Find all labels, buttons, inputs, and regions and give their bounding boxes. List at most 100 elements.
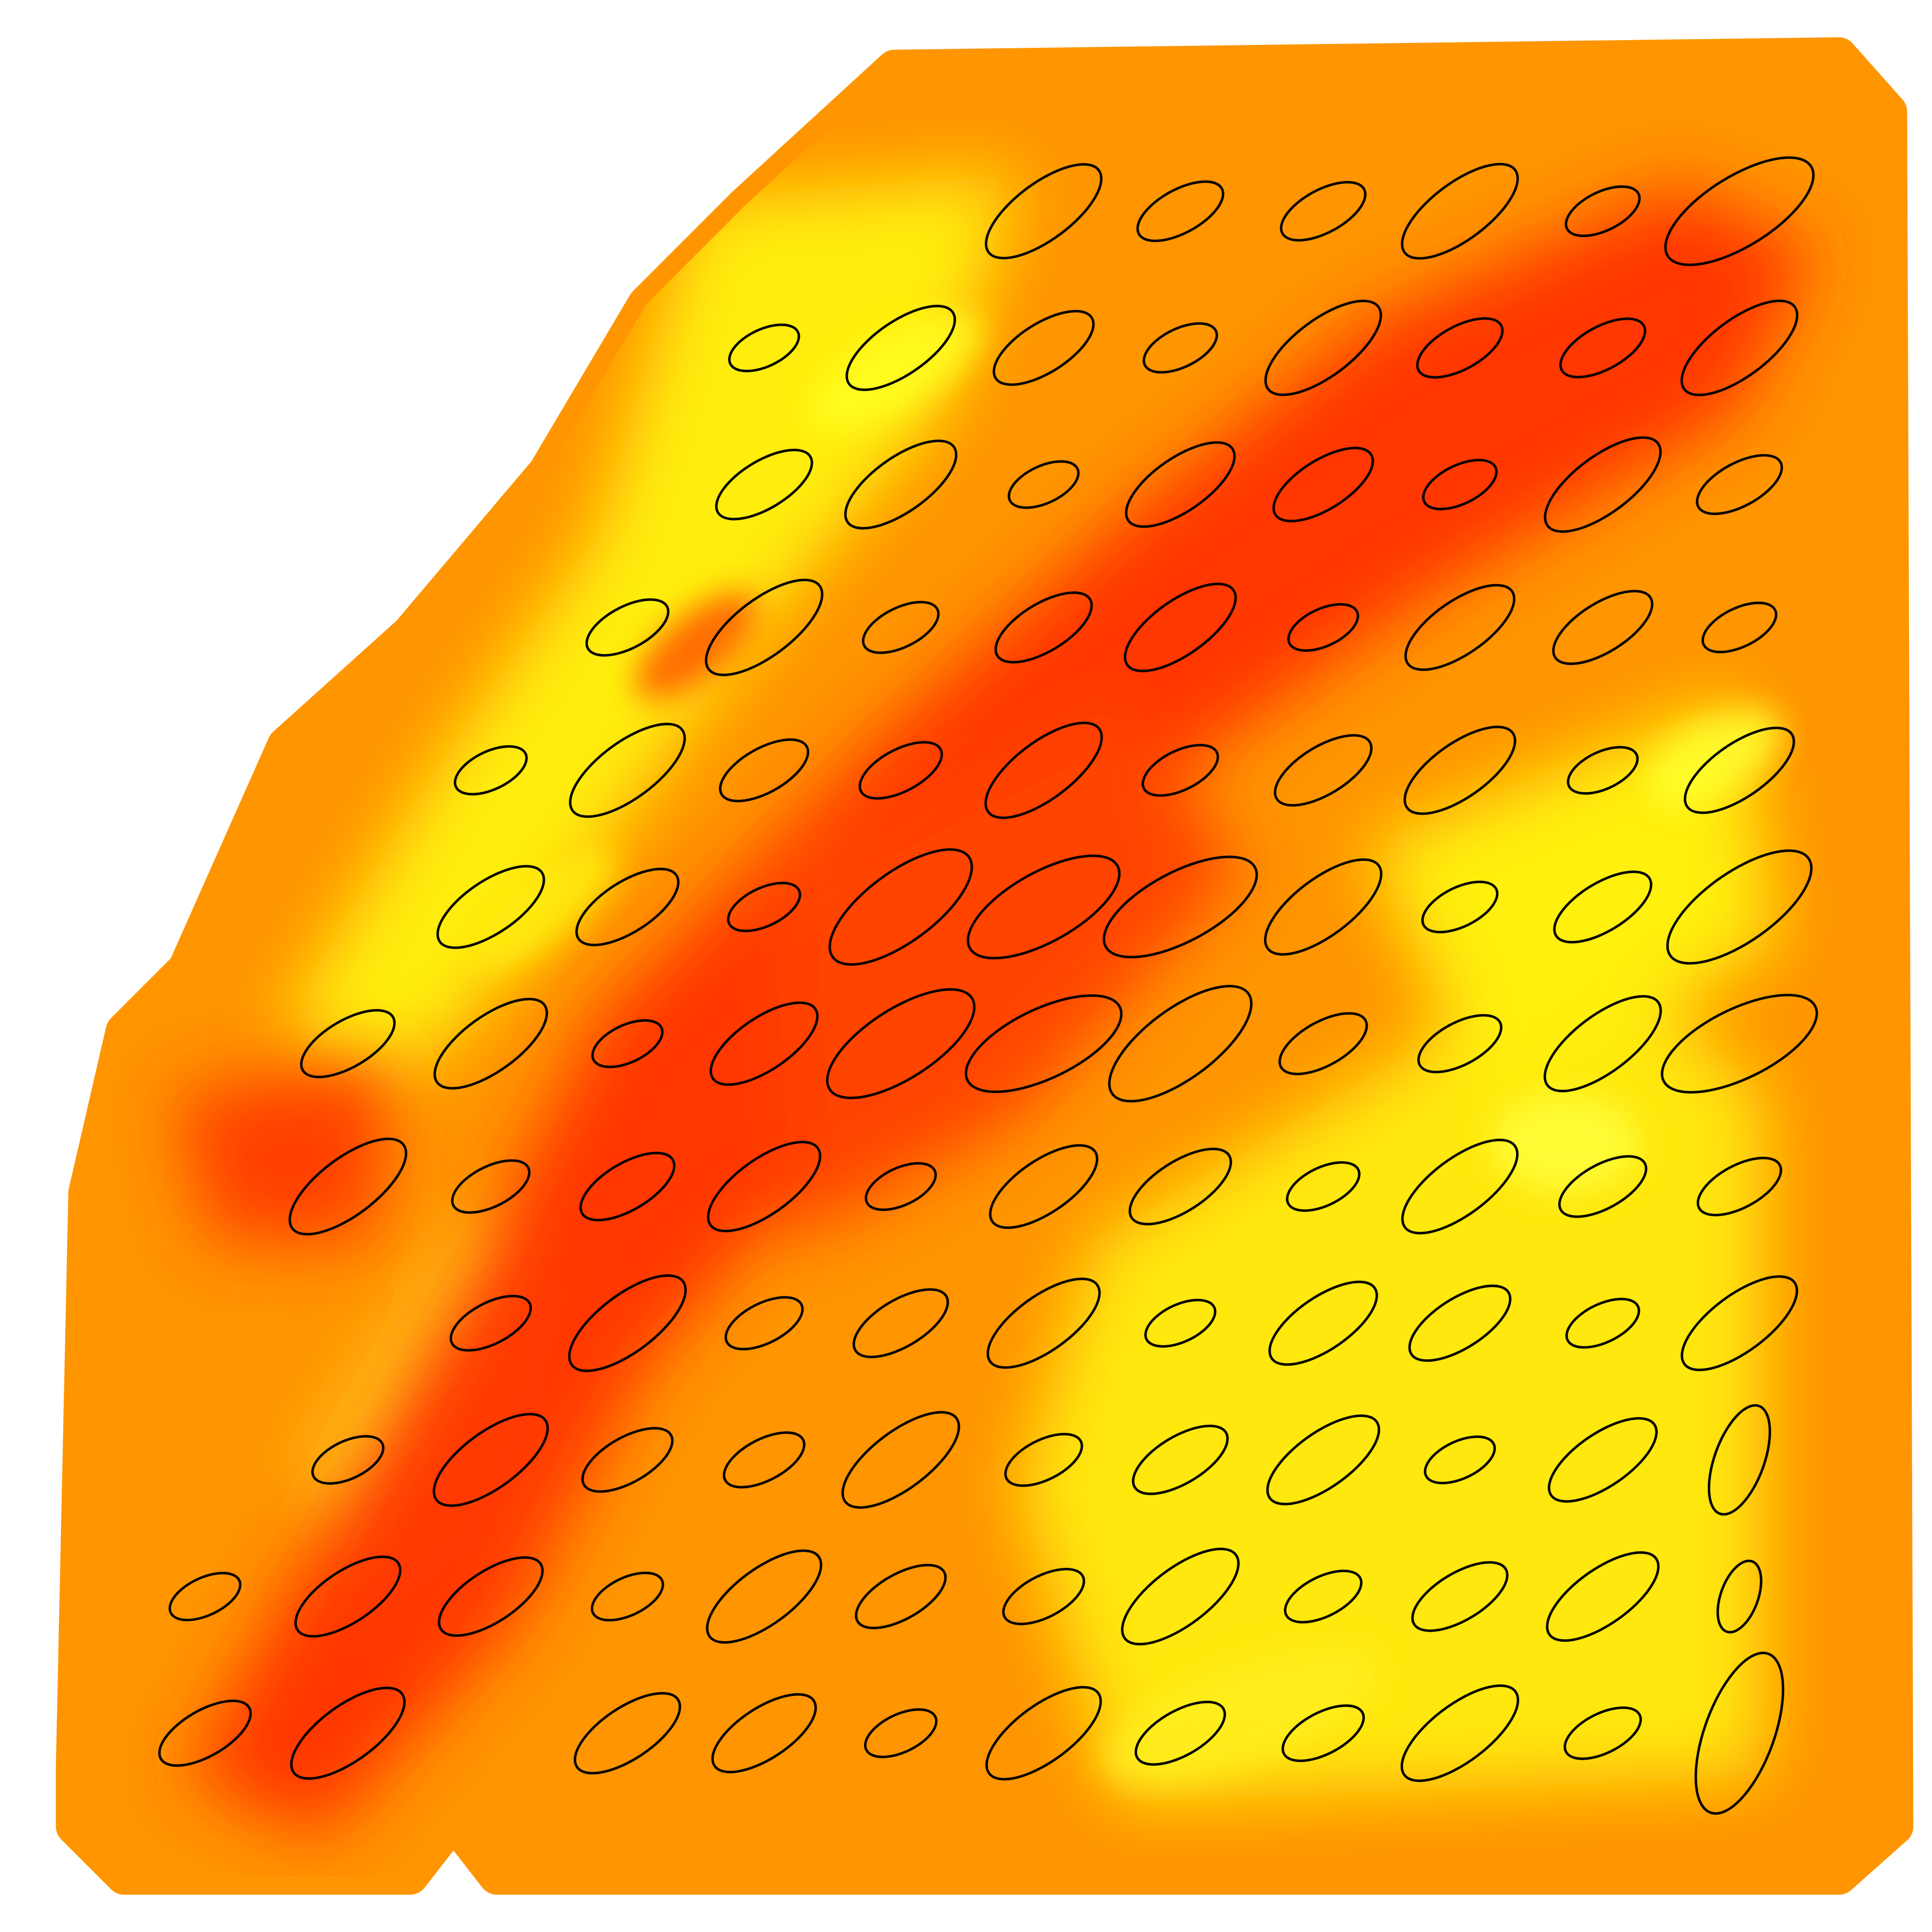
tensor-ellipse (451, 1159, 531, 1214)
tensor-ellipse (864, 1708, 938, 1759)
tensor-ellipse (1264, 299, 1382, 397)
tensor-ellipse (1422, 458, 1498, 511)
tensor-ellipse (1008, 460, 1080, 509)
tensor-ellipse (438, 1556, 544, 1637)
tensor-ellipse (1128, 1148, 1232, 1225)
tensor-ellipse (1278, 1012, 1368, 1076)
tensor-ellipse (1566, 746, 1639, 795)
heat-layer (174, 174, 1814, 1839)
tensor-ellipse (1284, 1569, 1363, 1624)
tensor-ellipse (993, 310, 1095, 386)
tensor-ellipse (1565, 1297, 1640, 1349)
tensor-ellipse (1102, 855, 1258, 959)
tensor-ellipse (1680, 1275, 1798, 1371)
tensor-ellipse (436, 865, 545, 949)
tensor-ellipse (1664, 156, 1815, 266)
tensor-ellipse (724, 1296, 804, 1350)
tensor-ellipse (828, 848, 973, 966)
tensor-ellipse (432, 1413, 549, 1507)
tensor-ellipse (1716, 1559, 1762, 1634)
tensor-ellipse (1400, 1684, 1520, 1782)
tensor-ellipse (1696, 1156, 1782, 1217)
tensor-ellipse (1558, 1155, 1648, 1218)
tensor-ellipse (985, 1686, 1102, 1781)
tensor-ellipse (1141, 744, 1219, 797)
tensor-ellipse (723, 1431, 806, 1489)
tensor-ellipse (1553, 870, 1653, 944)
tensor-ellipse (1544, 436, 1662, 533)
tensor-ellipse (158, 1699, 252, 1767)
tensor-ellipse (841, 1411, 960, 1509)
tensor-ellipse (1281, 1704, 1365, 1762)
tensor-ellipse (719, 738, 810, 803)
tensor-ellipse (1694, 1651, 1785, 1815)
tensor-ellipse (1401, 163, 1519, 260)
tensor-ellipse (591, 1019, 664, 1068)
tensor-ellipse (1411, 1561, 1509, 1632)
tensor-ellipse (1279, 181, 1367, 242)
tensor-ellipse (568, 1274, 687, 1372)
tensor-ellipse (1666, 849, 1813, 965)
tensor-ellipse (1144, 1298, 1217, 1348)
tensor-ellipse (1696, 454, 1783, 515)
tensor-ellipse (715, 449, 813, 521)
tensor-ellipse (1543, 995, 1662, 1093)
tensor-ellipse (1546, 1551, 1660, 1642)
tensor-ellipse (862, 601, 940, 654)
tensor-ellipse (1423, 1435, 1496, 1485)
tensor-ellipse (1552, 590, 1654, 665)
tensor-ellipse (568, 723, 686, 818)
tensor-ellipse (1401, 1138, 1519, 1235)
tensor-ellipse (865, 1162, 937, 1211)
tensor-ellipse (852, 1288, 949, 1359)
tensor-ellipse (1123, 582, 1237, 672)
tensor-ellipse (575, 867, 680, 947)
tensor-ellipse (1707, 1404, 1771, 1516)
tensor-ellipse (1564, 185, 1641, 237)
tensor-ellipse (1563, 1706, 1642, 1760)
tensor-ellipse (854, 1563, 947, 1630)
tensor-ellipse (454, 745, 528, 796)
tensor-ellipse (168, 1572, 242, 1621)
tensor-ellipse (1661, 994, 1818, 1094)
speckle-regions (477, 313, 1782, 1784)
tensor-ellipse (844, 440, 958, 530)
tensor-ellipse (858, 741, 943, 800)
tensor-ellipse (288, 1137, 408, 1236)
tensor-ellipse (1559, 317, 1647, 379)
tensor-ellipse (1421, 881, 1499, 934)
tensor-ellipse (581, 1427, 674, 1493)
tensor-ellipse (826, 988, 976, 1099)
tensor-ellipse (1264, 858, 1383, 956)
tensor-ellipse (1403, 725, 1517, 815)
tensor-ellipse (989, 1144, 1098, 1229)
tensor-ellipse (1125, 441, 1236, 528)
tensor-ellipse (706, 1549, 823, 1644)
tensor-ellipse (707, 1140, 822, 1233)
tensor-ellipse (1142, 322, 1218, 374)
tensor-ellipse (966, 854, 1121, 960)
tensor-ellipse (1416, 317, 1504, 379)
tensor-ellipse (591, 1571, 665, 1622)
tensor-ellipse (1417, 1014, 1503, 1074)
tensor-ellipse (1121, 1548, 1240, 1646)
tensor-ellipse (1548, 1417, 1658, 1503)
tensor-ellipse (1701, 601, 1777, 653)
tensor-ellipse (845, 304, 956, 391)
tensor-ellipse (710, 1001, 819, 1086)
tensor-ellipse (1684, 726, 1795, 814)
ellipse-glyphs (158, 156, 1818, 1815)
tensor-ellipse (1004, 1433, 1083, 1487)
tensor-ellipse (728, 323, 800, 372)
tensor-ellipse (311, 1435, 385, 1485)
tensor-ellipse (449, 1294, 532, 1352)
tensor-ellipse (1268, 1280, 1378, 1366)
tensor-ellipse (984, 163, 1103, 259)
tensor-ellipse (290, 1687, 406, 1780)
tensor-ellipse (1274, 734, 1373, 807)
tensor-ellipse (1136, 180, 1224, 242)
tensor-ellipse (1108, 985, 1253, 1103)
tensor-ellipse (994, 591, 1093, 664)
tensor-ellipse (579, 1151, 676, 1222)
